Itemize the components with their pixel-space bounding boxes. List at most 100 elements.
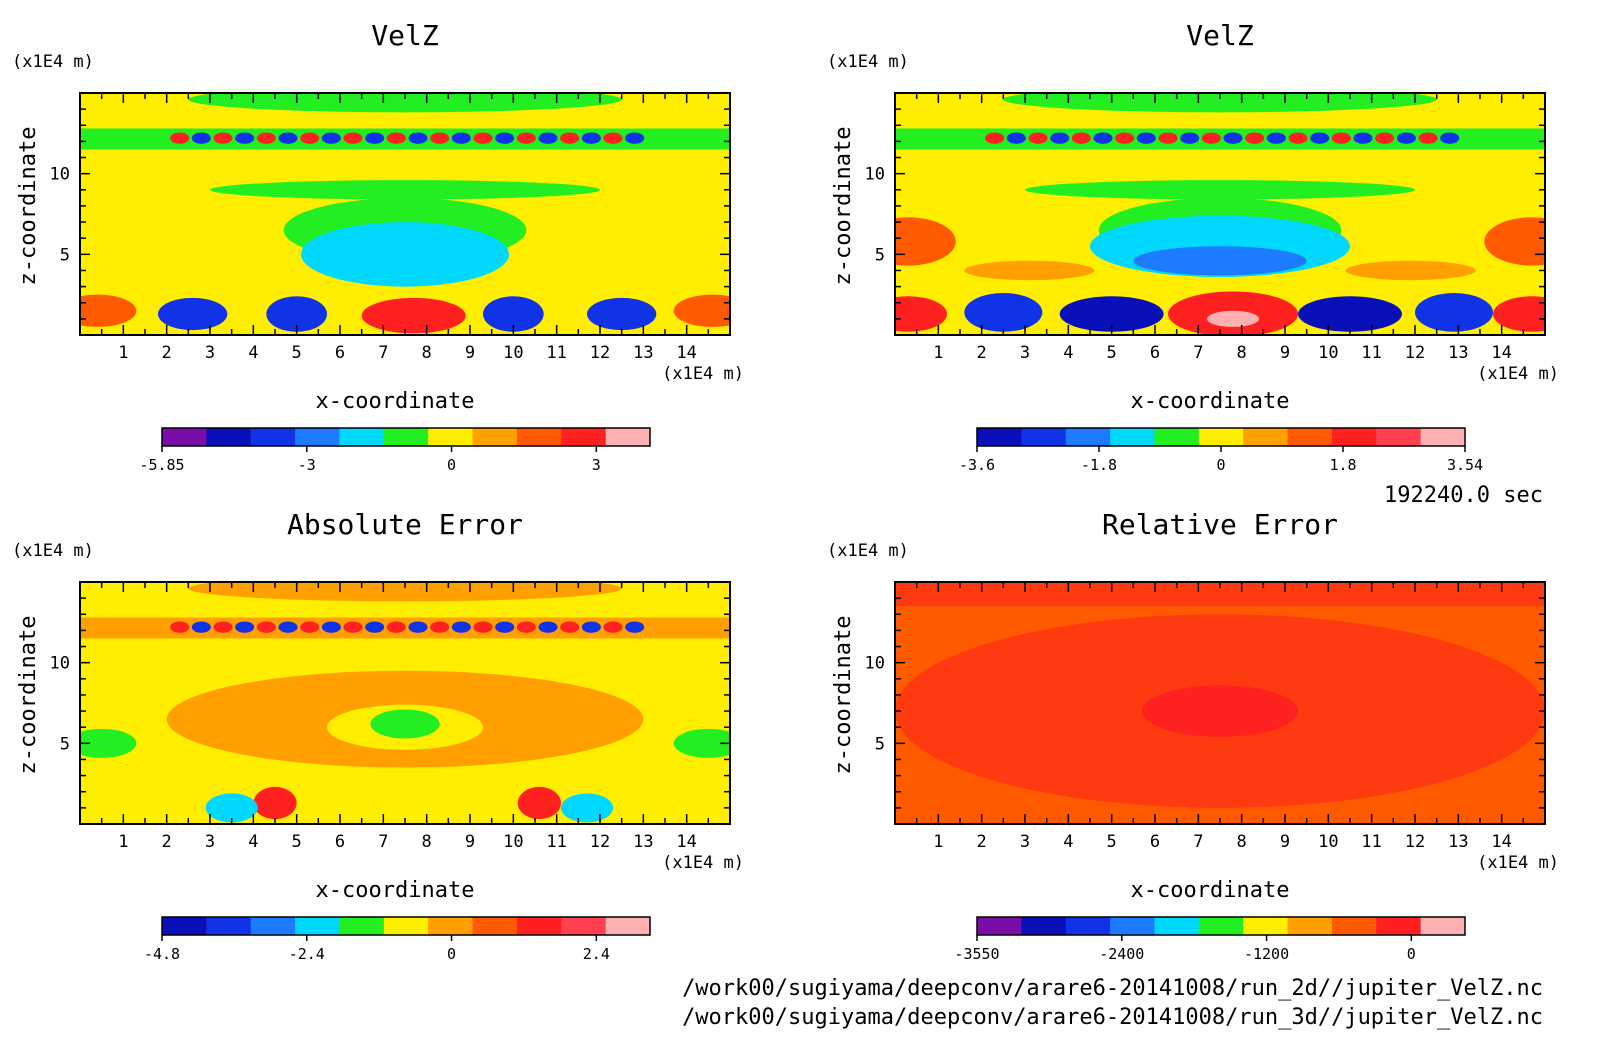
colorbar: -5.85 -3 0 3 <box>139 427 651 474</box>
wave-cell <box>1396 132 1416 144</box>
wave-cell <box>300 132 320 144</box>
x-tick-label: 13 <box>633 343 653 363</box>
colorbar-swatch <box>428 917 474 935</box>
wave-cell <box>1266 132 1286 144</box>
wave-cell <box>408 621 428 633</box>
x-tick-label: 13 <box>1448 343 1468 363</box>
x-tick-label: 4 <box>1063 343 1073 363</box>
x-tick-label: 1 <box>933 343 943 363</box>
colorbar-swatch <box>1331 917 1377 935</box>
wave-cell <box>213 621 233 633</box>
x-tick-label: 5 <box>292 832 302 852</box>
y-axis-label: z-coordinate <box>831 616 856 775</box>
wave-cell <box>1093 132 1113 144</box>
colorbar-swatch <box>1154 428 1200 446</box>
x-tick-label: 3 <box>205 343 215 363</box>
x-tick-label: 6 <box>1150 832 1160 852</box>
colorbar-swatch <box>339 428 385 446</box>
x-tick-label: 9 <box>1280 832 1290 852</box>
x-tick-label: 6 <box>1150 343 1160 363</box>
wave-cell <box>495 621 515 633</box>
contour-blob <box>1415 293 1493 332</box>
wave-cell <box>235 132 255 144</box>
colorbar-tick-label: -2400 <box>1099 945 1144 963</box>
colorbar-tick-label: 2.4 <box>583 945 610 963</box>
x-tick-label: 2 <box>977 343 987 363</box>
x-unit-label: (x1E4 m) <box>1477 364 1559 384</box>
colorbar-swatch <box>206 428 252 446</box>
colorbar-swatch <box>1243 917 1289 935</box>
wave-cell <box>256 621 276 633</box>
x-unit-label: (x1E4 m) <box>662 364 744 384</box>
colorbar-swatch <box>977 917 1022 935</box>
colorbar-swatch <box>1065 917 1111 935</box>
chart-panel-2: VelZ(x1E4 m)1 2 3 4 5 6 7 8 9 10 11 12 13 14510(x1E4 … <box>827 19 1559 474</box>
wave-cell <box>1071 132 1091 144</box>
y-axis-label: z-coordinate <box>16 616 41 775</box>
contour-blob <box>1207 310 1259 327</box>
colorbar-tick-label: 0 <box>1407 945 1416 963</box>
wave-cell <box>538 621 558 633</box>
x-tick-label: 12 <box>590 832 610 852</box>
colorbar-tick-label: -3.6 <box>959 456 995 474</box>
contour-blob <box>80 294 137 327</box>
wave-cell <box>191 132 211 144</box>
y-tick-label: 5 <box>875 734 885 754</box>
x-tick-label: 1 <box>933 832 943 852</box>
colorbar-tick-label: 0 <box>447 456 456 474</box>
wave-cell <box>256 132 276 144</box>
wave-cell <box>343 132 363 144</box>
colorbar-swatch <box>383 917 429 935</box>
colorbar-swatch <box>162 917 207 935</box>
wave-cell <box>603 132 623 144</box>
x-tick-label: 10 <box>1318 832 1338 852</box>
wave-cell <box>343 621 363 633</box>
x-tick-label: 10 <box>1318 343 1338 363</box>
x-tick-label: 8 <box>1237 343 1247 363</box>
x-tick-label: 1 <box>118 343 128 363</box>
x-tick-label: 8 <box>422 343 432 363</box>
contour-blob <box>482 296 544 332</box>
x-tick-label: 3 <box>1020 832 1030 852</box>
wave-cell <box>408 132 428 144</box>
wave-cell <box>581 132 601 144</box>
contour-blob <box>80 728 137 758</box>
x-tick-label: 4 <box>248 832 258 852</box>
colorbar-swatch <box>339 917 385 935</box>
contour-blob <box>895 296 947 332</box>
wave-cell <box>213 132 233 144</box>
x-tick-label: 5 <box>292 343 302 363</box>
contour-blob <box>158 297 228 331</box>
x-tick-label: 5 <box>1107 832 1117 852</box>
y-tick-label: 5 <box>60 734 70 754</box>
wave-cell <box>365 621 385 633</box>
x-tick-label: 2 <box>977 832 987 852</box>
x-tick-label: 1 <box>118 832 128 852</box>
contour-blob <box>266 296 327 332</box>
wave-cell <box>581 621 601 633</box>
contour-blob <box>561 793 613 823</box>
wave-cell <box>1223 132 1243 144</box>
colorbar-tick-label: -5.85 <box>139 456 184 474</box>
wave-cell <box>1006 132 1026 144</box>
colorbar-swatch <box>472 917 518 935</box>
contour-blob <box>673 728 730 758</box>
x-tick-label: 6 <box>335 343 345 363</box>
contour-blob <box>895 217 956 266</box>
contour-blob <box>1345 260 1476 281</box>
colorbar-swatch <box>1287 917 1333 935</box>
contour-blob <box>1059 296 1164 332</box>
contour-blob <box>205 793 258 823</box>
time-label: 192240.0 sec <box>1384 483 1543 508</box>
x-tick-label: 2 <box>162 343 172 363</box>
wave-cell <box>386 132 406 144</box>
wave-cell <box>451 621 471 633</box>
file-path-2: /work00/sugiyama/deepconv/arare6-2014100… <box>682 1005 1543 1030</box>
colorbar-swatch <box>516 428 562 446</box>
x-axis-label: x-coordinate <box>1131 878 1290 903</box>
colorbar-tick-label: 0 <box>447 945 456 963</box>
wave-cell <box>1050 132 1070 144</box>
colorbar-swatch <box>1198 428 1244 446</box>
y-unit-label: (x1E4 m) <box>12 52 94 72</box>
chart-panel-3: Absolute Error(x1E4 m)1 2 3 4 5 6 7 8 9 10 11 12 13 1… <box>12 508 744 963</box>
